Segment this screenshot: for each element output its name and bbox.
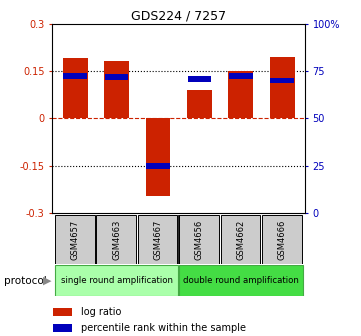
Text: ▶: ▶ bbox=[43, 276, 51, 286]
Bar bbox=[138, 215, 178, 264]
Bar bbox=[53, 307, 72, 316]
Text: GSM4662: GSM4662 bbox=[236, 219, 245, 259]
Text: double round amplification: double round amplification bbox=[183, 276, 299, 285]
Text: GSM4657: GSM4657 bbox=[71, 219, 80, 259]
Text: single round amplification: single round amplification bbox=[61, 276, 173, 285]
Bar bbox=[187, 90, 212, 119]
Bar bbox=[63, 58, 88, 119]
Bar bbox=[55, 265, 178, 296]
Bar bbox=[105, 75, 129, 80]
Bar bbox=[145, 119, 170, 196]
Text: log ratio: log ratio bbox=[82, 307, 122, 317]
Bar bbox=[104, 61, 129, 119]
Bar bbox=[146, 163, 170, 169]
Bar bbox=[179, 215, 219, 264]
Bar bbox=[53, 324, 72, 332]
Bar bbox=[270, 57, 295, 119]
Text: GSM4666: GSM4666 bbox=[278, 219, 287, 260]
Text: GSM4667: GSM4667 bbox=[153, 219, 162, 260]
Text: percentile rank within the sample: percentile rank within the sample bbox=[82, 323, 247, 333]
Bar bbox=[270, 78, 294, 83]
Text: protocol: protocol bbox=[4, 276, 46, 286]
Text: GSM4663: GSM4663 bbox=[112, 219, 121, 260]
Bar bbox=[229, 71, 253, 119]
Bar bbox=[179, 265, 303, 296]
Bar bbox=[229, 73, 253, 79]
Bar bbox=[188, 76, 211, 82]
Text: GSM4656: GSM4656 bbox=[195, 219, 204, 259]
Bar bbox=[63, 73, 87, 79]
Bar bbox=[262, 215, 302, 264]
Title: GDS224 / 7257: GDS224 / 7257 bbox=[131, 9, 226, 23]
Bar bbox=[221, 215, 260, 264]
Bar bbox=[55, 215, 95, 264]
Bar bbox=[96, 215, 136, 264]
